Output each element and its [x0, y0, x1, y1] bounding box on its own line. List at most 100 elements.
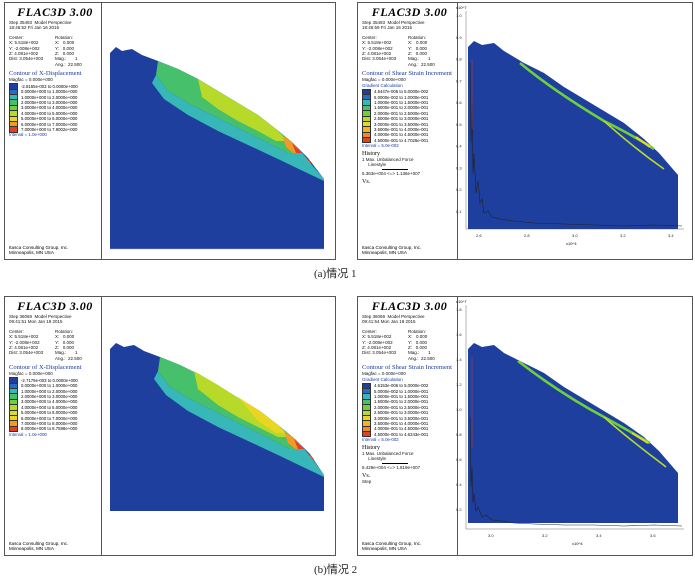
- history-line1: 1 Max. Unbalanced Force: [362, 450, 414, 456]
- legend-range: 5.0000e-002 to 1.0000e-001: [374, 94, 429, 100]
- legend: 4.6153e-006 to 5.0000e-002 5.0000e-002 to…: [362, 382, 457, 438]
- legend-row: 7.0000e+000 to 7.9002e+000: [9, 126, 101, 133]
- legend-range: 2.0000e-001 to 2.5000e-001: [374, 110, 429, 116]
- x-tick-label: 3.4: [596, 533, 602, 538]
- magfac: Magfac = 0.000e+000: [9, 371, 53, 377]
- slope-model-svg: [110, 47, 324, 250]
- step-word: Step: [362, 479, 372, 485]
- contour-title: Contour of Shear Strain Increment: [362, 364, 452, 372]
- history-line1: 1 Max. Unbalanced Force: [362, 156, 414, 162]
- shear-band-toe: [635, 136, 651, 148]
- rotation-y: Y: 0.000: [408, 45, 428, 51]
- rotation-label: Rotation:: [55, 34, 74, 40]
- legend-row: 4.5000e-001 to 4.6243e-001: [362, 431, 457, 438]
- y-tick-label: 0.1: [456, 209, 462, 214]
- y-tick-label: 0.6: [456, 100, 462, 105]
- legend-range: 3.0000e-001 to 3.5000e-001: [374, 121, 429, 127]
- rotation-label: Rotation:: [408, 34, 427, 40]
- x-tick-label: 2.6: [476, 233, 482, 238]
- footer-location: Minneapolis, MN USA: [9, 250, 54, 256]
- y-tick-label: 0.5: [456, 122, 462, 127]
- center-label: Center:: [9, 328, 24, 334]
- center-z: Z: 4.081e+002: [9, 51, 39, 57]
- time-line: 09:41:51 Mon Jan 19 2015: [9, 319, 63, 325]
- model-view: 1.0 0.9 0.8 0.7 0.6 0.5 0.4 0.3 0.2 0.1 2.6 2.8 3.0…: [454, 3, 692, 259]
- vs-label: Vs.: [362, 179, 371, 186]
- legend-swatch: [9, 126, 18, 133]
- y-tick-label: 1.2: [456, 382, 462, 387]
- slope-body: [468, 343, 678, 523]
- step-line: Step 36069 Model Perspective: [362, 314, 425, 319]
- magfac: Magfac = 0.000e+000: [362, 371, 406, 377]
- center-label: Center:: [362, 328, 377, 334]
- caption-a: (a)情况 1: [314, 268, 357, 280]
- y-exponent: x10^7: [456, 299, 467, 304]
- legend-range: 4.0000e+000 to 5.0000e+000: [21, 404, 78, 410]
- y-tick-label: 1.0: [456, 13, 462, 18]
- y-tick-label: 0.4: [456, 144, 462, 149]
- ang: Ang.: 22.500: [55, 355, 82, 361]
- legend-range: 1.0000e-001 to 1.5000e-001: [374, 394, 429, 400]
- y-exponent: x10^7: [456, 5, 467, 10]
- time-line: 09:41:54 Mon Jan 19 2015: [362, 319, 416, 325]
- shear-band-lower: [603, 120, 665, 170]
- x-tick-label: 3.0: [572, 233, 578, 238]
- rotation-label: Rotation:: [408, 328, 427, 334]
- legend-range: 2.0000e+000 to 3.0000e+000: [21, 100, 78, 106]
- rotation-x: X: 0.000: [55, 334, 75, 340]
- legend-range: 2.0000e-001 to 2.5000e-001: [374, 404, 429, 410]
- legend-range: 2.5000e-001 to 3.0000e-001: [374, 410, 429, 416]
- legend-range: 3.0000e+000 to 4.0000e+000: [21, 105, 78, 111]
- center-z: Z: 4.081e+002: [362, 345, 392, 351]
- gradient-calc: Gradient Calculation: [362, 82, 403, 88]
- panel-shear-strain-case2: FLAC3D 3.00 Step 36069 Model Perspective…: [357, 296, 693, 556]
- legend-row: 8.0000e+000 to 8.7598e+000: [9, 425, 101, 433]
- model-view: 1.8 1.6 1.4 1.2 1.0 0.8 0.6 0.4 0.2 3.0 3.2 3.4 3.6…: [454, 297, 692, 555]
- legend-range: 3.0000e+000 to 4.0000e+000: [21, 399, 78, 405]
- center-label: Center:: [9, 34, 24, 40]
- model-view: [98, 297, 335, 555]
- legend-range: 1.5000e-001 to 2.0000e-001: [374, 105, 429, 111]
- model-view: [98, 3, 335, 259]
- history-curve: [469, 416, 683, 527]
- y-tick-label: 0.4: [456, 482, 462, 487]
- legend-range: 3.0000e-001 to 3.5000e-001: [374, 415, 429, 421]
- slope-body: [110, 343, 324, 511]
- info-legend-pane: FLAC3D 3.00 Step 35493 Model Perspective…: [358, 3, 458, 259]
- center-x: X: 5.518e+002: [362, 40, 392, 46]
- legend-range: 8.0000e+000 to 8.7598e+000: [21, 426, 78, 432]
- time-line: 18:46:52 Fri Jan 16 2015: [9, 25, 60, 31]
- center-y: Y: -2.008e+002: [9, 45, 40, 51]
- footer-location: Minneapolis, MN USA: [362, 546, 407, 552]
- legend-range: 6.0000e+000 to 7.0000e+000: [21, 121, 78, 127]
- y-tick-label: 1.4: [456, 357, 462, 362]
- legend: -2.8155e-003 to 0.0000e+000 0.0000e+000 …: [9, 83, 101, 133]
- slope-model-svg: [110, 343, 324, 511]
- center-y: Y: -2.008e+002: [362, 45, 393, 51]
- legend-range: -2.7179e-003 to 0.0000e+000: [21, 377, 78, 383]
- legend: 4.5447e-006 to 5.0000e-002 5.0000e-002 to…: [362, 88, 457, 144]
- interval: Interval = 5.0e-002: [362, 436, 399, 442]
- legend-range: 6.0000e+000 to 7.0000e+000: [21, 415, 78, 421]
- center-x: X: 5.518e+002: [362, 334, 392, 340]
- y-ticks: 1.8 1.6 1.4 1.2 1.0 0.8 0.6 0.4 0.2: [456, 307, 462, 512]
- legend-range: 4.5000e-001 to 4.6243e-001: [374, 431, 429, 437]
- step-line: Step 35493 Model Perspective: [9, 20, 72, 25]
- legend-range: 0.0000e+000 to 1.0000e+000: [21, 89, 78, 95]
- rotation-x: X: 0.000: [408, 40, 428, 46]
- legend-swatch: [362, 137, 371, 144]
- ang: Ang.: 22.500: [55, 61, 82, 67]
- linestyle-sample: [382, 168, 408, 170]
- rotation-y: Y: 0.000: [55, 45, 75, 51]
- shear-band-toe: [631, 432, 649, 444]
- legend-range: 7.0000e+000 to 7.9002e+000: [21, 126, 78, 132]
- ang: Ang.: 22.500: [408, 355, 435, 361]
- software-title: FLAC3D 3.00: [371, 299, 448, 313]
- history-title: History: [362, 444, 380, 451]
- legend-range: 4.0000e-001 to 4.5000e-001: [374, 132, 429, 138]
- magfac: Magfac = 0.000e+000: [9, 77, 53, 83]
- displacement-zone-yellowgreen: [198, 79, 288, 141]
- rotation-y: Y: 0.000: [55, 339, 75, 345]
- footer-company: Itasca Consulting Group, Inc.: [362, 244, 422, 250]
- y-tick-label: 1.6: [456, 332, 462, 337]
